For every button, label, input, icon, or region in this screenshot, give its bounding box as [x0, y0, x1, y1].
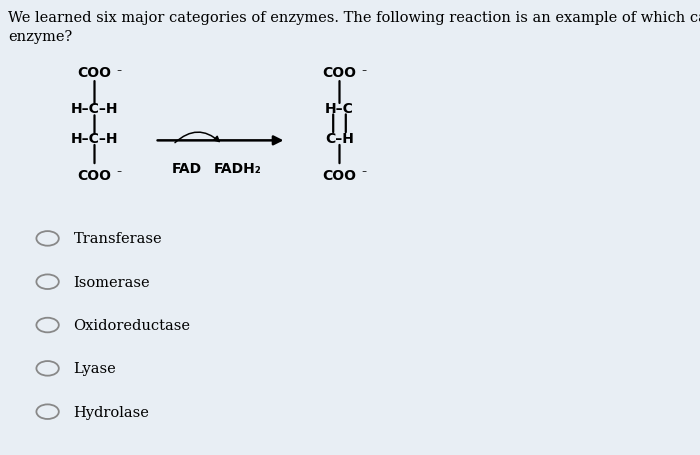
Text: COO: COO: [78, 66, 111, 80]
Text: ⁻: ⁻: [116, 68, 121, 78]
Text: ⁻: ⁻: [116, 168, 121, 178]
Text: COO: COO: [78, 168, 111, 182]
Text: Lyase: Lyase: [74, 362, 116, 375]
Text: FADH₂: FADH₂: [214, 162, 261, 176]
Text: enzyme?: enzyme?: [8, 30, 73, 44]
Text: COO: COO: [323, 168, 356, 182]
Text: COO: COO: [323, 66, 356, 80]
Text: H–C–H: H–C–H: [71, 132, 118, 146]
Text: ⁻: ⁻: [361, 68, 366, 78]
Text: ⁻: ⁻: [361, 168, 366, 178]
Text: We learned six major categories of enzymes. The following reaction is an example: We learned six major categories of enzym…: [8, 11, 700, 25]
Text: C–H: C–H: [325, 132, 354, 146]
Text: H–C: H–C: [325, 102, 354, 116]
Text: H–C–H: H–C–H: [71, 102, 118, 116]
Text: Transferase: Transferase: [74, 232, 162, 246]
Text: Oxidoreductase: Oxidoreductase: [74, 318, 190, 332]
Text: FAD: FAD: [172, 162, 202, 176]
Text: Isomerase: Isomerase: [74, 275, 150, 289]
Text: Hydrolase: Hydrolase: [74, 405, 149, 419]
